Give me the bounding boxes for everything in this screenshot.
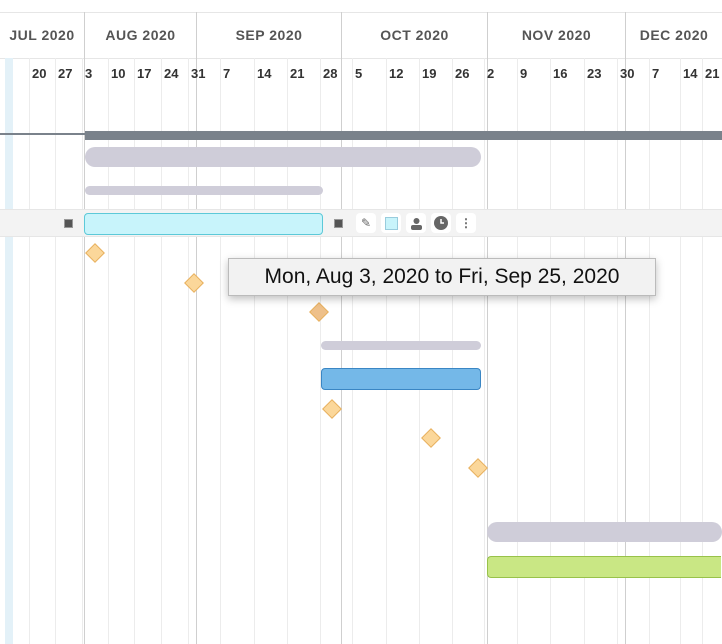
week-label: 10 [111, 66, 126, 81]
week-gridline [220, 58, 221, 644]
header-divider [0, 58, 722, 59]
week-label: 3 [85, 66, 93, 81]
week-gridline [320, 58, 321, 644]
week-gridline [134, 58, 135, 644]
task-bar-green[interactable] [487, 556, 721, 578]
week-label: 16 [553, 66, 568, 81]
week-label: 23 [587, 66, 602, 81]
week-label: 21 [290, 66, 305, 81]
task-bar-gray[interactable] [85, 147, 481, 167]
week-label: 9 [520, 66, 528, 81]
week-label: 17 [137, 66, 152, 81]
week-label: 31 [191, 66, 206, 81]
milestone[interactable] [322, 399, 342, 419]
week-gridline [649, 58, 650, 644]
week-gridline [55, 58, 56, 644]
week-gridline [484, 58, 485, 644]
week-label: 7 [223, 66, 231, 81]
week-gridline [386, 58, 387, 644]
more-icon[interactable]: ⋮ [456, 213, 476, 233]
summary-line-left [0, 133, 85, 135]
week-gridline [617, 58, 618, 644]
week-label: 28 [323, 66, 338, 81]
week-label: 27 [58, 66, 73, 81]
month-label: NOV 2020 [487, 12, 625, 58]
date-range-tooltip: Mon, Aug 3, 2020 to Fri, Sep 25, 2020 [228, 258, 656, 296]
month-label: JUL 2020 [9, 27, 75, 43]
milestone[interactable] [309, 302, 329, 322]
task-bar-blue[interactable] [321, 368, 481, 390]
week-label: 20 [32, 66, 47, 81]
week-label: 24 [164, 66, 179, 81]
month-label: DEC 2020 [625, 12, 722, 58]
week-gridline [287, 58, 288, 644]
edit-icon[interactable]: ✎ [356, 213, 376, 233]
week-label: 7 [652, 66, 660, 81]
week-label: 26 [455, 66, 470, 81]
month-gridline [196, 12, 197, 644]
summary-bar[interactable] [85, 131, 722, 140]
week-gridline [550, 58, 551, 644]
today-marker [5, 58, 13, 644]
week-gridline [702, 58, 703, 644]
task-bar-thin[interactable] [85, 186, 323, 195]
week-label: 30 [620, 66, 635, 81]
week-label: 5 [355, 66, 363, 81]
week-gridline [29, 58, 30, 644]
month-gridline [625, 12, 626, 644]
drag-handle-left-icon[interactable] [64, 219, 73, 228]
week-gridline [584, 58, 585, 644]
month-label: SEP 2020 [196, 12, 341, 58]
month-label: OCT 2020 [341, 12, 487, 58]
week-label: 2 [487, 66, 495, 81]
week-gridline [352, 58, 353, 644]
milestone[interactable] [421, 428, 441, 448]
month-label: AUG 2020 [84, 12, 196, 58]
month-gridline [341, 12, 342, 644]
header-top-border [0, 12, 722, 13]
task-bar-thin[interactable] [321, 341, 481, 350]
month-gridline [487, 12, 488, 644]
assign-user-icon[interactable] [406, 213, 426, 233]
week-label: 12 [389, 66, 404, 81]
color-icon[interactable] [381, 213, 401, 233]
week-label: 14 [683, 66, 698, 81]
month-gridline [84, 12, 85, 644]
drag-handle-right-icon[interactable] [334, 219, 343, 228]
week-gridline [188, 58, 189, 644]
week-gridline [517, 58, 518, 644]
week-gridline [108, 58, 109, 644]
week-label: 14 [257, 66, 272, 81]
week-label: 19 [422, 66, 437, 81]
task-bar-gray[interactable] [487, 522, 722, 542]
week-gridline [82, 58, 83, 644]
selected-task-bar[interactable] [84, 213, 323, 235]
week-gridline [254, 58, 255, 644]
week-gridline [680, 58, 681, 644]
milestone[interactable] [85, 243, 105, 263]
week-label: 21 [705, 66, 720, 81]
week-gridline [452, 58, 453, 644]
week-gridline [161, 58, 162, 644]
week-gridline [419, 58, 420, 644]
color-swatch [384, 216, 398, 230]
clock-icon[interactable] [431, 213, 451, 233]
